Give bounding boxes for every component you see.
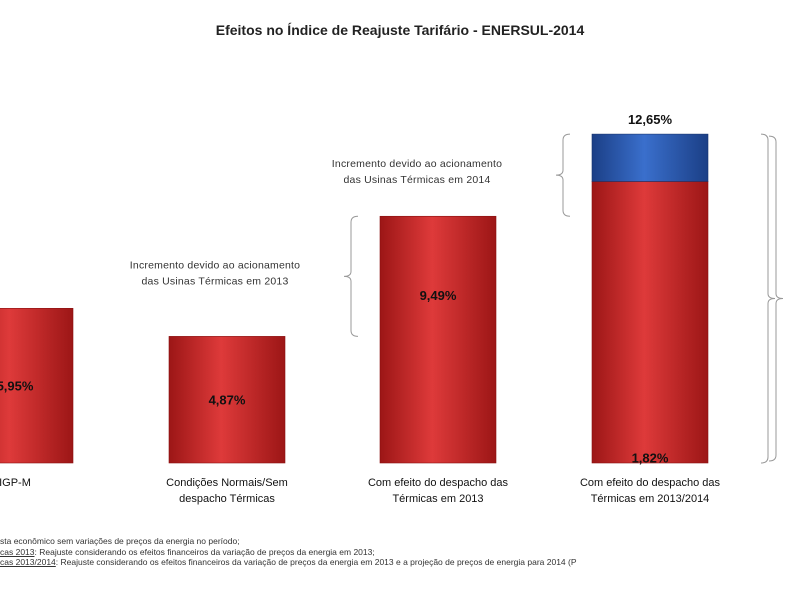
footnote-3: cas 2013/2014: Reajuste considerando os …: [0, 557, 800, 568]
footnote-2: cas 2013: Reajuste considerando os efeit…: [0, 547, 800, 558]
category-label: Com efeito do despacho das: [368, 477, 509, 489]
category-label: Térmicas em 2013/2014: [591, 493, 710, 505]
category-label: Condições Normais/Sem: [166, 477, 288, 489]
footnote-text: : Reajuste considerando os efeitos finan…: [55, 557, 577, 567]
category-label: Com efeito do despacho das: [580, 477, 721, 489]
bar: [379, 215, 497, 464]
data-label: 5,95%: [0, 379, 34, 394]
bar: [0, 307, 74, 464]
total-label: 12,65%: [628, 112, 673, 127]
footnote-term: cas 2013/2014: [0, 557, 56, 567]
bar-segment-2014: [591, 133, 709, 182]
annotation-text: Incremento devido ao acionamento: [332, 158, 502, 170]
chart-title: Efeitos no Índice de Reajuste Tarifário …: [215, 22, 585, 38]
footnote-term: cas 2013: [0, 546, 35, 557]
category-label: Térmicas em 2013: [392, 493, 483, 505]
data-label: 4,87%: [209, 393, 246, 408]
segment-brace: [768, 135, 784, 462]
data-label: 1,82%: [632, 450, 669, 465]
annotation-text: das Usinas Térmicas em 2013: [141, 275, 288, 287]
bar: [591, 181, 709, 464]
bar: [168, 336, 286, 464]
category-label: IGP-M: [0, 477, 31, 489]
total-brace: [760, 133, 776, 464]
annotation-brace: [343, 215, 359, 337]
footnote-1: sta econômico sem variações de preços da…: [0, 536, 800, 547]
category-label: despacho Térmicas: [179, 493, 275, 505]
annotation-text: Incremento devido ao acionamento: [130, 259, 300, 271]
annotation-text: das Usinas Térmicas em 2014: [343, 174, 490, 186]
footnote-text: : Reajuste considerando os efeitos finan…: [34, 546, 375, 557]
data-label: 9,49%: [420, 288, 457, 303]
footnote-text: sta econômico sem variações de preços da…: [0, 536, 240, 546]
annotation-brace: [555, 133, 571, 217]
footnotes: sta econômico sem variações de preços da…: [0, 536, 800, 568]
